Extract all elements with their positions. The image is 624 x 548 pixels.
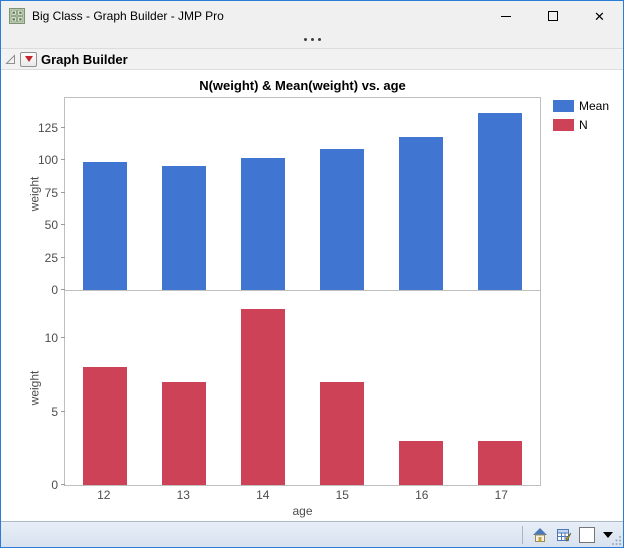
- bar-mean-13[interactable]: [161, 166, 206, 290]
- outline-header: Graph Builder: [1, 48, 623, 70]
- y-tick-mark: [61, 337, 65, 339]
- bar-n-16[interactable]: [399, 440, 444, 485]
- bar-n-14[interactable]: [240, 308, 285, 485]
- x-tick-label: 14: [256, 488, 270, 502]
- bar-mean-12[interactable]: [82, 161, 127, 290]
- legend-item-n[interactable]: N: [553, 118, 609, 132]
- x-tick-label: 12: [97, 488, 111, 502]
- legend-label: Mean: [579, 99, 610, 113]
- legend-label: N: [579, 118, 588, 132]
- bar-mean-14[interactable]: [240, 158, 285, 290]
- y-axis-title[interactable]: weight: [28, 370, 42, 406]
- bar-n-13[interactable]: [161, 382, 206, 485]
- window-controls: ✕: [482, 1, 623, 31]
- y-axis-title[interactable]: weight: [28, 176, 42, 212]
- panel-n[interactable]: 0 5 10 weight: [28, 290, 541, 492]
- bar-n-12[interactable]: [82, 367, 127, 485]
- home-window-button[interactable]: [531, 526, 549, 544]
- bar-cell: [65, 98, 144, 290]
- y-tick-label: 10: [44, 331, 58, 346]
- resize-grip-icon[interactable]: [611, 535, 622, 546]
- status-bar: [1, 521, 623, 547]
- chart-title[interactable]: N(weight) & Mean(weight) vs. age: [199, 78, 406, 93]
- bar-cell: [223, 98, 302, 290]
- close-button[interactable]: ✕: [576, 1, 623, 31]
- data-table-button[interactable]: [555, 526, 573, 544]
- bar-cell: [461, 98, 540, 290]
- minimize-icon: [500, 15, 511, 17]
- swatch-dropdown-icon[interactable]: [603, 531, 613, 538]
- toolbar-overflow-strip[interactable]: [1, 31, 623, 48]
- maximize-button[interactable]: [529, 1, 576, 31]
- maximize-icon: [547, 11, 558, 21]
- bar-cell: [144, 291, 223, 485]
- bar-n-15[interactable]: [320, 382, 365, 485]
- legend-swatch: [553, 119, 574, 131]
- bar-mean-16[interactable]: [399, 136, 444, 290]
- legend-swatch: [553, 100, 574, 112]
- y-tick-mark: [61, 126, 65, 128]
- statusbar-separator: [522, 525, 523, 544]
- bar-cell: [461, 291, 540, 485]
- x-tick-label: 15: [335, 488, 349, 502]
- x-tick-label: 13: [176, 488, 190, 502]
- y-tick-mark: [61, 224, 65, 226]
- y-tick-label: 50: [44, 218, 58, 233]
- title-bar[interactable]: Big Class - Graph Builder - JMP Pro ✕: [1, 1, 623, 31]
- bar-cell: [382, 98, 461, 290]
- y-tick-mark: [61, 484, 65, 485]
- bar-mean-15[interactable]: [320, 149, 365, 290]
- x-tick-labels: 12 13 14 15 16 17: [64, 488, 541, 502]
- minimize-button[interactable]: [482, 1, 529, 31]
- bar-cell: [303, 98, 382, 290]
- chart-area: 0 25 50 75 100 125 weight 0 5 10 weight 12 13 14 15 16…: [28, 97, 609, 518]
- red-triangle-menu-button[interactable]: [20, 51, 37, 67]
- close-icon: ✕: [594, 8, 605, 24]
- y-tick-label: 75: [44, 185, 58, 200]
- y-tick-mark: [61, 289, 65, 290]
- outline-title: Graph Builder: [41, 51, 128, 67]
- bar-cell: [144, 98, 223, 290]
- x-tick-label: 16: [415, 488, 429, 502]
- jmp-app-icon: [9, 8, 25, 24]
- y-tick-label: 125: [37, 120, 58, 135]
- x-axis-title[interactable]: age: [292, 504, 313, 518]
- disclosure-triangle-icon[interactable]: [5, 53, 16, 65]
- window-title: Big Class - Graph Builder - JMP Pro: [32, 9, 224, 23]
- y-tick-label: 25: [44, 250, 58, 265]
- bar-n-17[interactable]: [478, 440, 523, 485]
- y-tick-mark: [61, 191, 65, 193]
- bar-cell: [303, 291, 382, 485]
- y-tick-label: 100: [37, 153, 58, 168]
- report-content: N(weight) & Mean(weight) vs. age 0 25 50 75…: [1, 70, 623, 521]
- y-tick-mark: [61, 410, 65, 412]
- legend: Mean N: [553, 99, 609, 132]
- y-tick-label: 0: [51, 478, 58, 492]
- bar-cell: [223, 291, 302, 485]
- y-tick-mark: [61, 159, 65, 161]
- y-tick-label: 0: [51, 283, 58, 297]
- data-table-icon: [557, 528, 572, 542]
- home-window-icon: [533, 527, 547, 542]
- y-tick-mark: [61, 256, 65, 258]
- y-tick-label: 5: [51, 404, 58, 419]
- x-tick-label: 17: [494, 488, 508, 502]
- bar-cell: [65, 291, 144, 485]
- bar-mean-17[interactable]: [478, 112, 523, 290]
- red-triangle-icon: [24, 56, 33, 62]
- plot: 0 25 50 75 100 125 weight 0 5 10 weight: [28, 97, 541, 492]
- legend-item-mean[interactable]: Mean: [553, 99, 609, 113]
- panel-mean[interactable]: 0 25 50 75 100 125 weight: [28, 97, 541, 297]
- bar-cell: [382, 291, 461, 485]
- toolbar-overflow-icon: [303, 38, 321, 41]
- window-color-swatch[interactable]: [579, 526, 595, 543]
